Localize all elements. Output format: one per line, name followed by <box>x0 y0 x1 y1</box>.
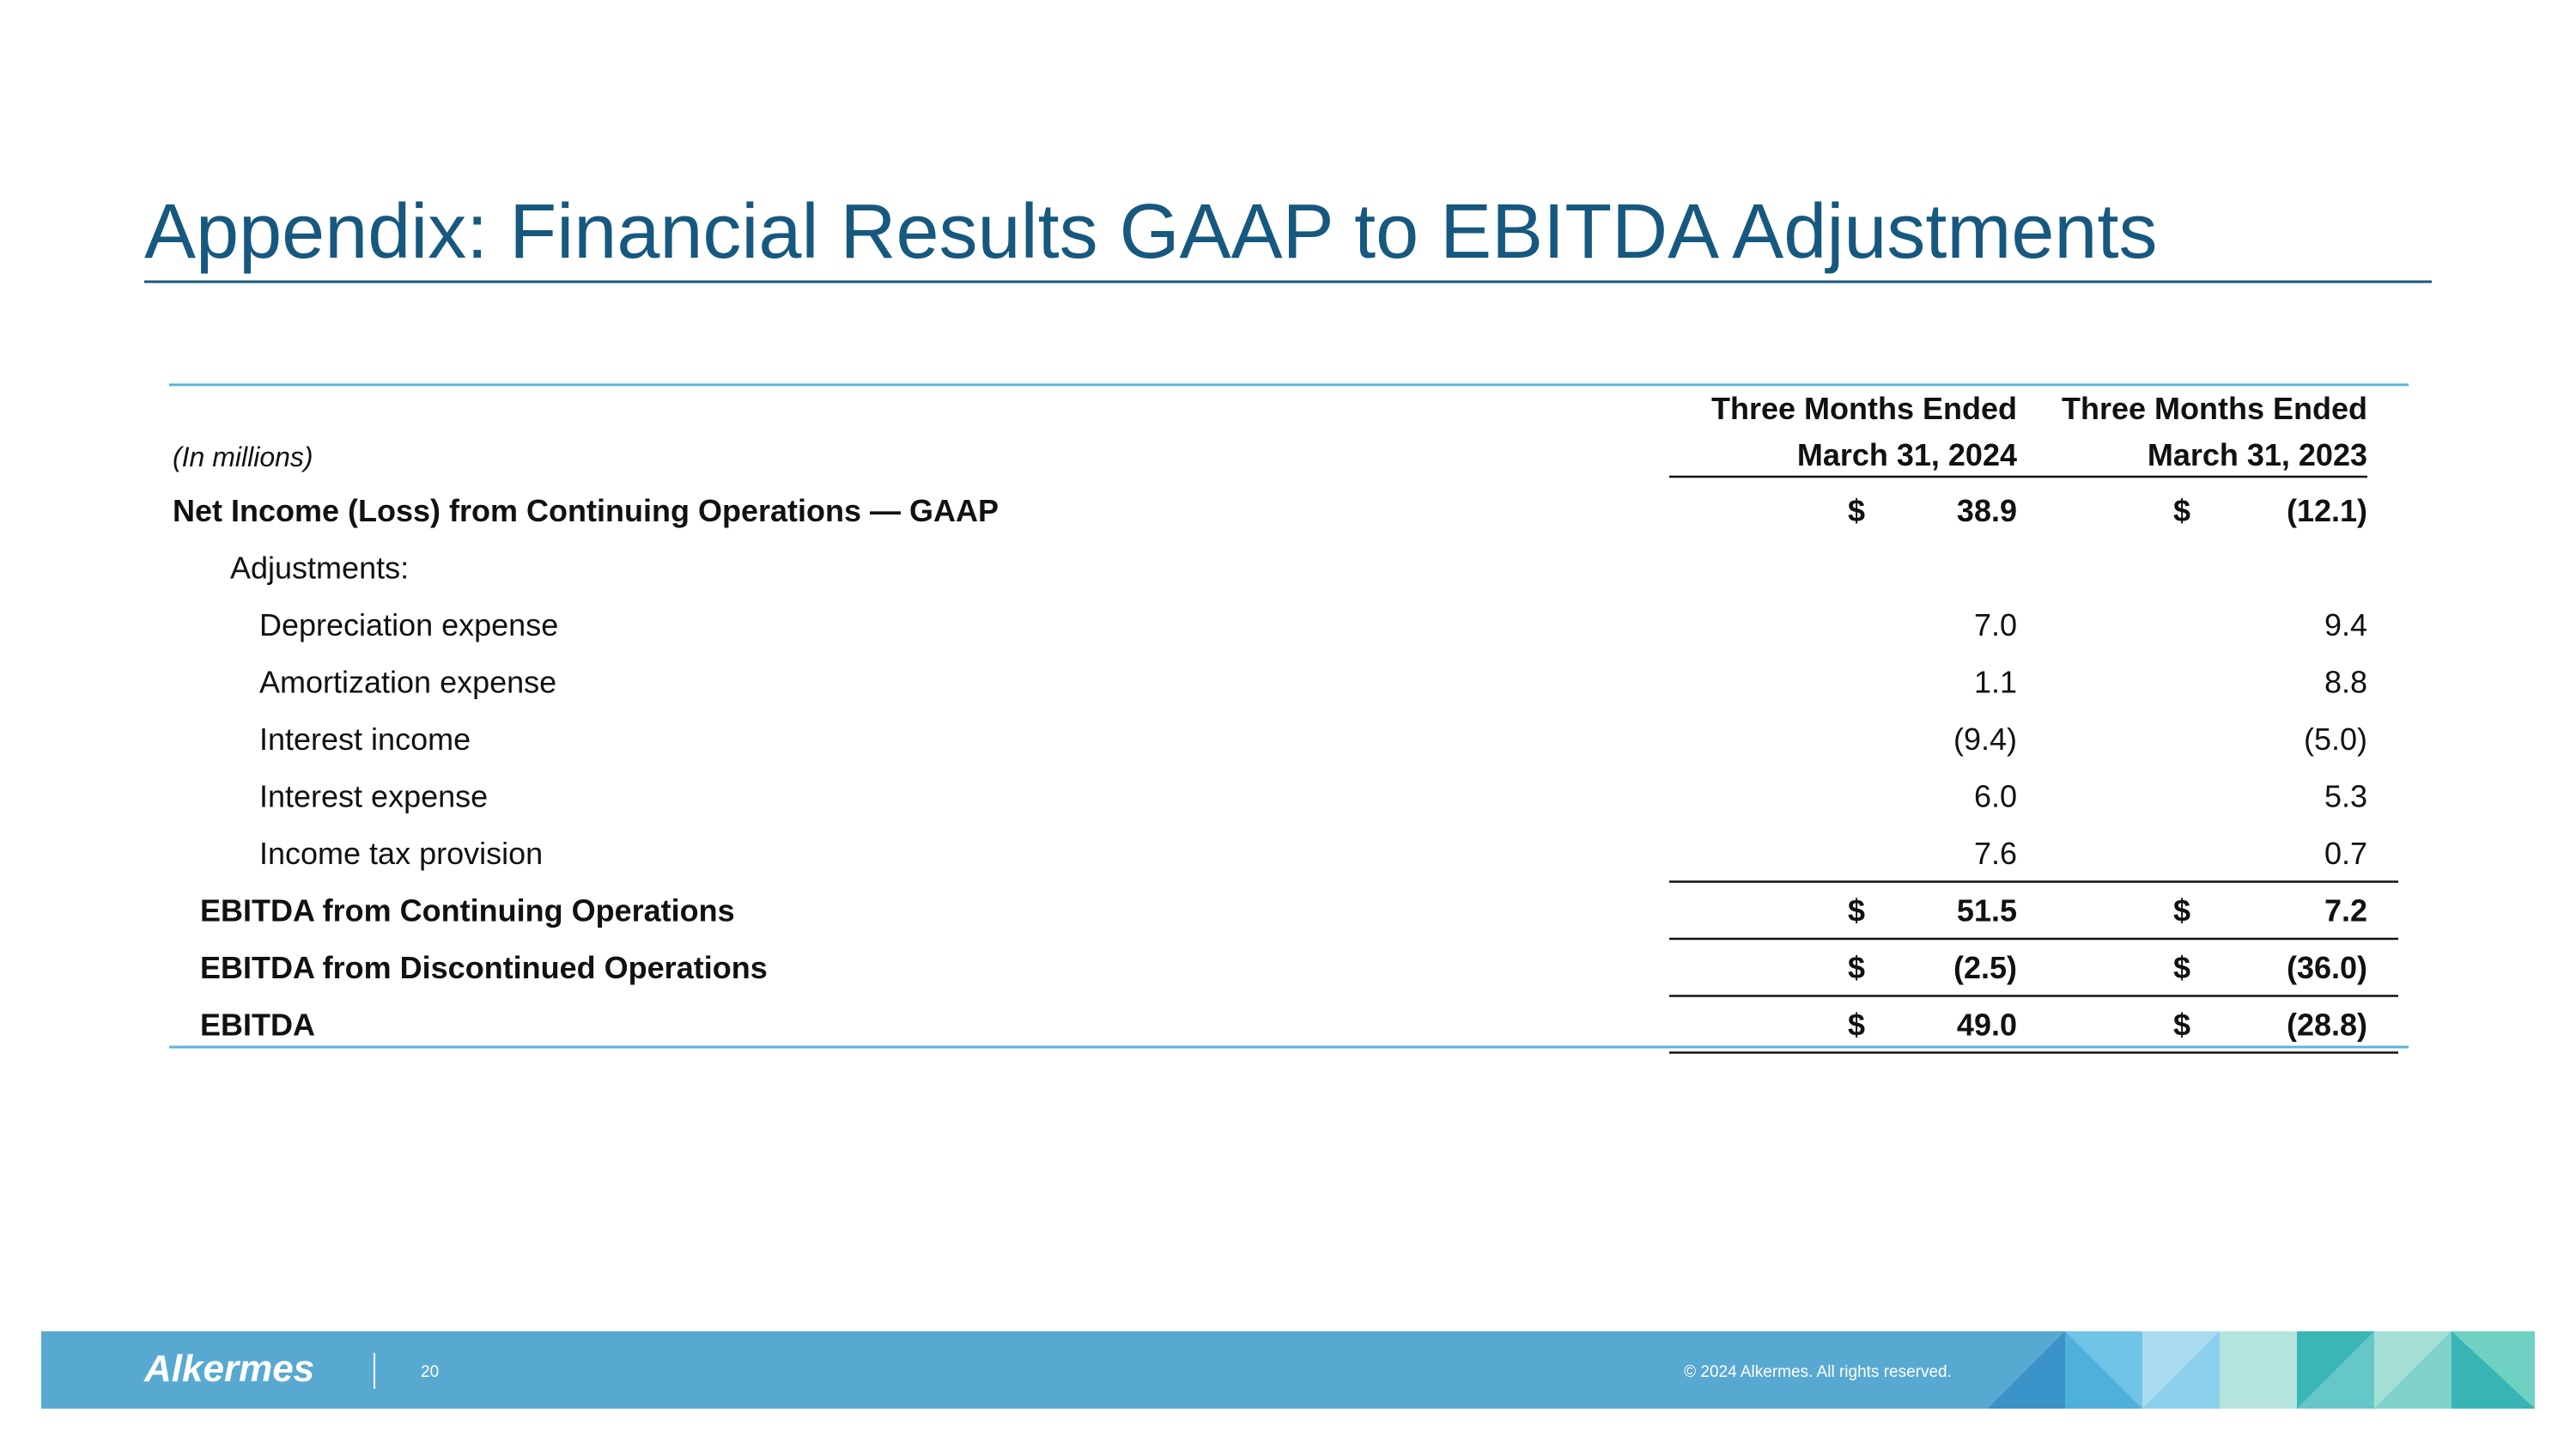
cell-value: (5.0) <box>2304 721 2367 757</box>
cell-value: 49.0 <box>1957 1008 2017 1043</box>
row-label: Amortization expense <box>259 665 556 700</box>
cell-value: 7.6 <box>1974 836 2017 871</box>
cell-value: (2.5) <box>1953 950 2017 985</box>
row-label: Interest income <box>259 721 471 757</box>
cell-value: (28.8) <box>2287 1008 2367 1043</box>
cell-value: 7.0 <box>1974 607 2017 642</box>
row-label: EBITDA from Discontinued Operations <box>200 950 768 985</box>
currency-symbol: $ <box>1848 1008 1865 1043</box>
cell-value: 1.1 <box>1974 665 2017 700</box>
column-header: Three Months Ended <box>2062 391 2367 426</box>
row-label: EBITDA <box>200 1008 315 1043</box>
cell-value: (36.0) <box>2287 950 2367 985</box>
cell-value: (9.4) <box>1953 721 2017 757</box>
cell-value: 7.2 <box>2324 893 2367 928</box>
page-number: 20 <box>421 1363 439 1381</box>
currency-symbol: $ <box>2173 1008 2190 1043</box>
footer-logo: Alkermes <box>143 1348 314 1390</box>
cell-value: 6.0 <box>1974 779 2017 814</box>
footer-decoration <box>1988 1331 2535 1409</box>
row-label: Adjustments: <box>230 551 409 586</box>
currency-symbol: $ <box>2173 493 2190 528</box>
row-label: Net Income (Loss) from Continuing Operat… <box>173 493 999 528</box>
cell-value: 8.8 <box>2324 665 2367 700</box>
currency-symbol: $ <box>1848 950 1865 985</box>
currency-symbol: $ <box>2173 950 2190 985</box>
cell-value: 51.5 <box>1957 893 2017 928</box>
cell-value: 38.9 <box>1957 493 2017 528</box>
cell-value: 5.3 <box>2324 779 2367 814</box>
column-header: Three Months Ended <box>1711 391 2017 426</box>
column-header: March 31, 2024 <box>1797 437 2017 472</box>
currency-symbol: $ <box>1848 493 1865 528</box>
column-header: March 31, 2023 <box>2148 437 2367 472</box>
row-label: Interest expense <box>259 779 488 814</box>
slide-title: Appendix: Financial Results GAAP to EBIT… <box>144 189 2157 275</box>
row-label: EBITDA from Continuing Operations <box>200 893 735 928</box>
copyright: © 2024 Alkermes. All rights reserved. <box>1684 1363 1952 1381</box>
cell-value: 9.4 <box>2324 607 2367 642</box>
unit-note: (In millions) <box>173 441 313 472</box>
currency-symbol: $ <box>2173 893 2190 928</box>
row-label: Depreciation expense <box>259 607 558 642</box>
cell-value: (12.1) <box>2287 493 2367 528</box>
currency-symbol: $ <box>1848 893 1865 928</box>
row-label: Income tax provision <box>259 836 543 871</box>
cell-value: 0.7 <box>2324 836 2367 871</box>
